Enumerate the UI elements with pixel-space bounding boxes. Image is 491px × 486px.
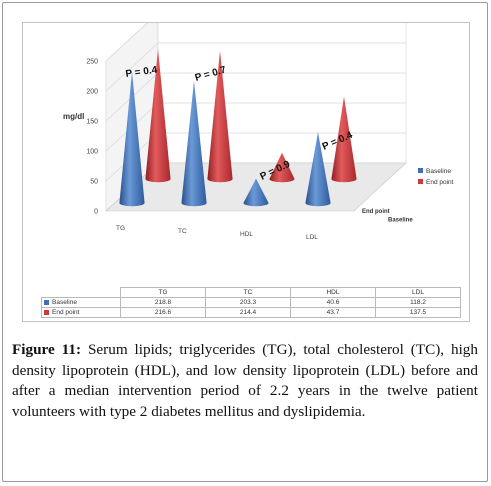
gridline bbox=[105, 42, 406, 92]
table-row-header: Baseline bbox=[41, 297, 121, 308]
depth-label: Baseline bbox=[388, 217, 413, 223]
figure-label: Figure 11: bbox=[12, 341, 82, 358]
table-column-header: TC bbox=[205, 287, 291, 298]
cone-tc-baseline bbox=[181, 81, 207, 207]
cone-hdl-baseline bbox=[243, 178, 269, 207]
category-label: TG bbox=[116, 225, 125, 232]
cone-tc-end-point bbox=[207, 50, 233, 183]
gridline bbox=[105, 23, 148, 62]
category-label: LDL bbox=[306, 234, 318, 241]
table-cell: 216.6 bbox=[120, 307, 206, 318]
table-row-header: End point bbox=[41, 307, 121, 318]
table-cell: 118.2 bbox=[375, 297, 461, 308]
table-row: Baseline 218.8 203.3 40.6 118.2 bbox=[41, 297, 461, 308]
cone-tg-end-point bbox=[145, 49, 171, 183]
cone-tg-baseline bbox=[119, 71, 145, 207]
y-tick-label: 150 bbox=[86, 119, 98, 126]
y-tick-label: 0 bbox=[94, 209, 98, 216]
y-tick-label: 250 bbox=[86, 59, 98, 66]
table-series-swatch bbox=[44, 309, 49, 315]
y-axis-label: mg/dl bbox=[63, 112, 84, 121]
chart-panel: 0 50 100 150 200 250 mg/dl TG TC HDL LDL Baseline En… bbox=[22, 22, 470, 322]
category-label: HDL bbox=[240, 231, 253, 238]
y-tick-label: 50 bbox=[90, 179, 98, 186]
legend-swatch bbox=[418, 168, 423, 173]
table-series-name: End point bbox=[52, 309, 80, 316]
p-value-annotation: P = 0.4 bbox=[125, 65, 158, 80]
legend-label: End point bbox=[426, 179, 454, 186]
table-cell: 40.6 bbox=[290, 297, 376, 308]
table-column-header: TG bbox=[120, 287, 206, 298]
figure-caption: Figure 11: Serum lipids; triglycerides (… bbox=[12, 340, 478, 422]
legend-label: Baseline bbox=[426, 168, 451, 175]
table-series-name: Baseline bbox=[52, 299, 77, 306]
category-label: TC bbox=[178, 228, 187, 235]
cone-hdl-end-point bbox=[269, 152, 295, 183]
table-header-row: TG TC HDL LDL bbox=[41, 287, 461, 298]
table-cell: 218.8 bbox=[120, 297, 206, 308]
cone-chart: 0 50 100 150 200 250 mg/dl TG TC HDL LDL Baseline En… bbox=[63, 23, 454, 241]
cone-ldl-baseline bbox=[305, 132, 331, 207]
table-cell: 43.7 bbox=[290, 307, 376, 318]
table-row: End point 216.6 214.4 43.7 137.5 bbox=[41, 307, 461, 318]
y-tick-label: 100 bbox=[86, 149, 98, 156]
table-corner bbox=[41, 287, 121, 298]
data-table: TG TC HDL LDL Baseline 218.8 203.3 40.6 118.2 End… bbox=[41, 287, 461, 318]
y-tick-label: 200 bbox=[86, 89, 98, 96]
table-series-swatch bbox=[44, 299, 49, 305]
caption-text: Serum lipids; triglycerides (TG), total … bbox=[12, 341, 478, 420]
table-column-header: LDL bbox=[375, 287, 461, 298]
table-cell: 214.4 bbox=[205, 307, 291, 318]
cone-ldl-end-point bbox=[331, 96, 357, 183]
table-column-header: HDL bbox=[290, 287, 376, 298]
depth-label: End point bbox=[362, 209, 390, 215]
table-cell: 203.3 bbox=[205, 297, 291, 308]
legend-swatch bbox=[418, 179, 423, 184]
table-cell: 137.5 bbox=[375, 307, 461, 318]
